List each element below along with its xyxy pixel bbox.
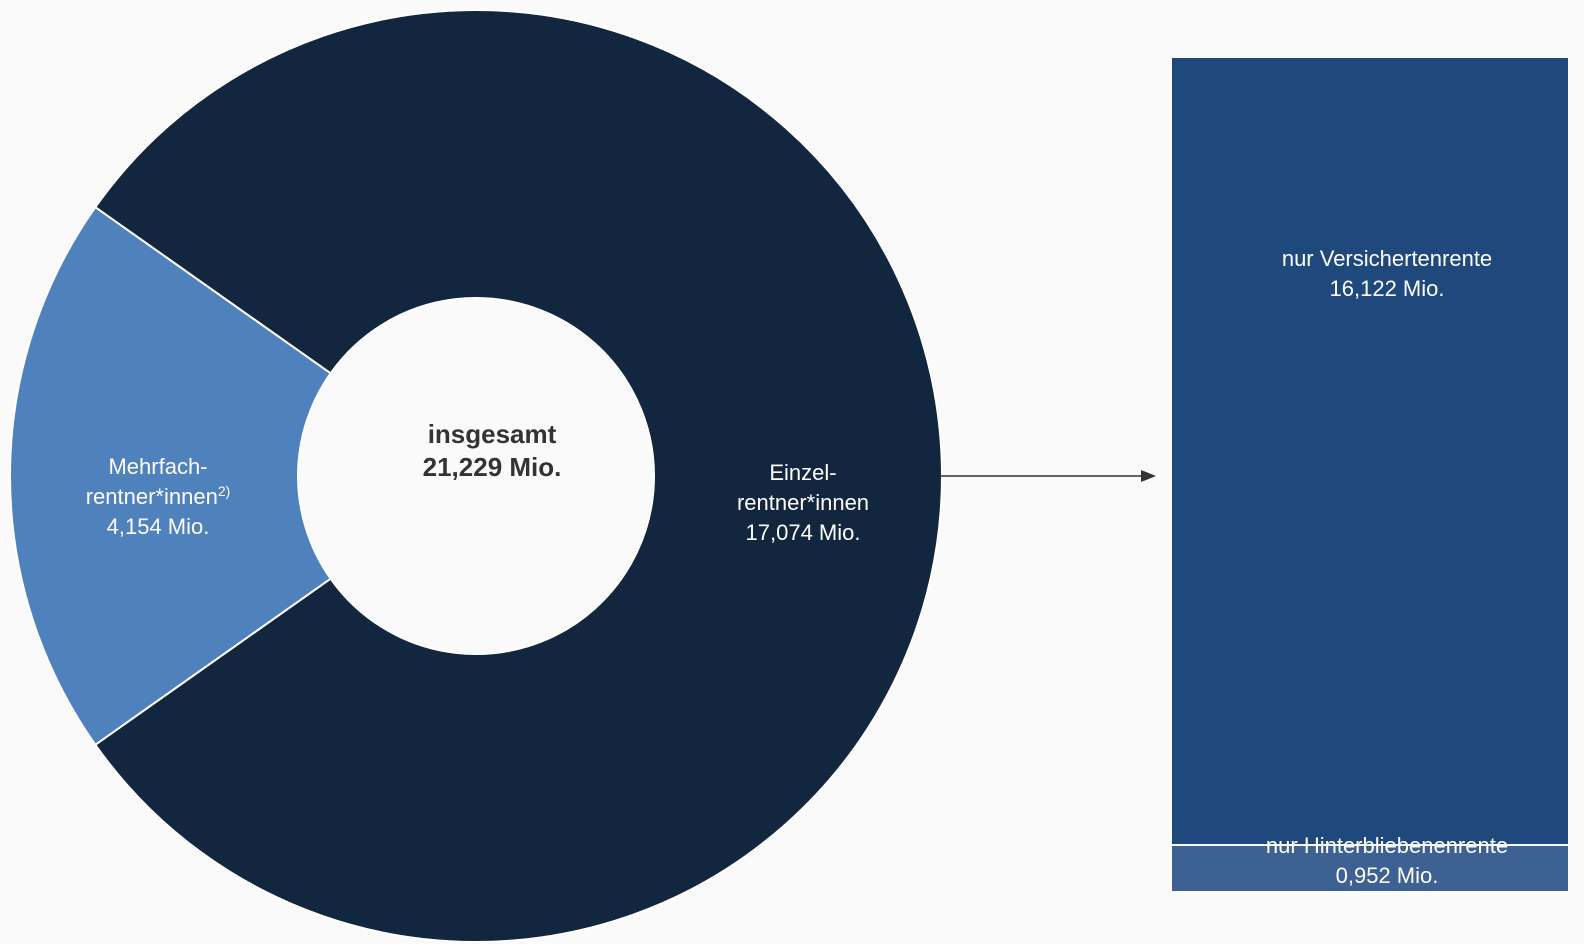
versicherten-label: nur Versichertenrente	[1281, 246, 1493, 271]
bar-segment-divider	[1172, 844, 1568, 846]
mehrfach-label-line2: rentner*innen	[85, 484, 218, 509]
slice-label-mehrfachrentner: Mehrfach- rentner*innen2) 4,154 Mio.	[58, 452, 258, 542]
einzel-label-line2: rentner*innen	[736, 490, 870, 515]
donut-center-label: insgesamt 21,229 Mio.	[392, 418, 592, 484]
arrow-head-icon	[1141, 470, 1156, 482]
einzel-label-line1: Einzel-	[769, 460, 837, 485]
bar-label-hinterbliebenenrente: nur Hinterbliebenenrente 0,952 Mio.	[1222, 831, 1552, 891]
bar-label-versichertenrente: nur Versichertenrente 16,122 Mio.	[1222, 244, 1552, 304]
bar-segment-hinterbliebenenrente	[1172, 845, 1568, 891]
stacked-bar	[1172, 58, 1568, 891]
mehrfach-footnote-marker: 2)	[217, 483, 231, 499]
mehrfach-label-line2-wrap: rentner*innen2)	[58, 482, 258, 512]
bar-segment-versichertenrente	[1172, 58, 1568, 845]
einzel-value-label: 17,074 Mio.	[745, 520, 861, 545]
mehrfach-value-label: 4,154 Mio.	[106, 514, 210, 539]
slice-label-einzelrentner: Einzel- rentner*innen 17,074 Mio.	[703, 458, 903, 548]
donut-slice-mehrfachrentner	[9, 205, 332, 747]
center-label-title: insgesamt	[427, 419, 557, 449]
mehrfach-label-line1: Mehrfach-	[108, 454, 208, 479]
center-label-total: 21,229 Mio.	[422, 452, 562, 482]
versicherten-value-label: 16,122 Mio.	[1329, 276, 1445, 301]
hinterbliebenen-value-label: 0,952 Mio.	[1335, 863, 1439, 888]
donut-slice-einzelrentner	[93, 9, 943, 943]
hinterbliebenen-label: nur Hinterbliebenenrente	[1265, 833, 1509, 858]
